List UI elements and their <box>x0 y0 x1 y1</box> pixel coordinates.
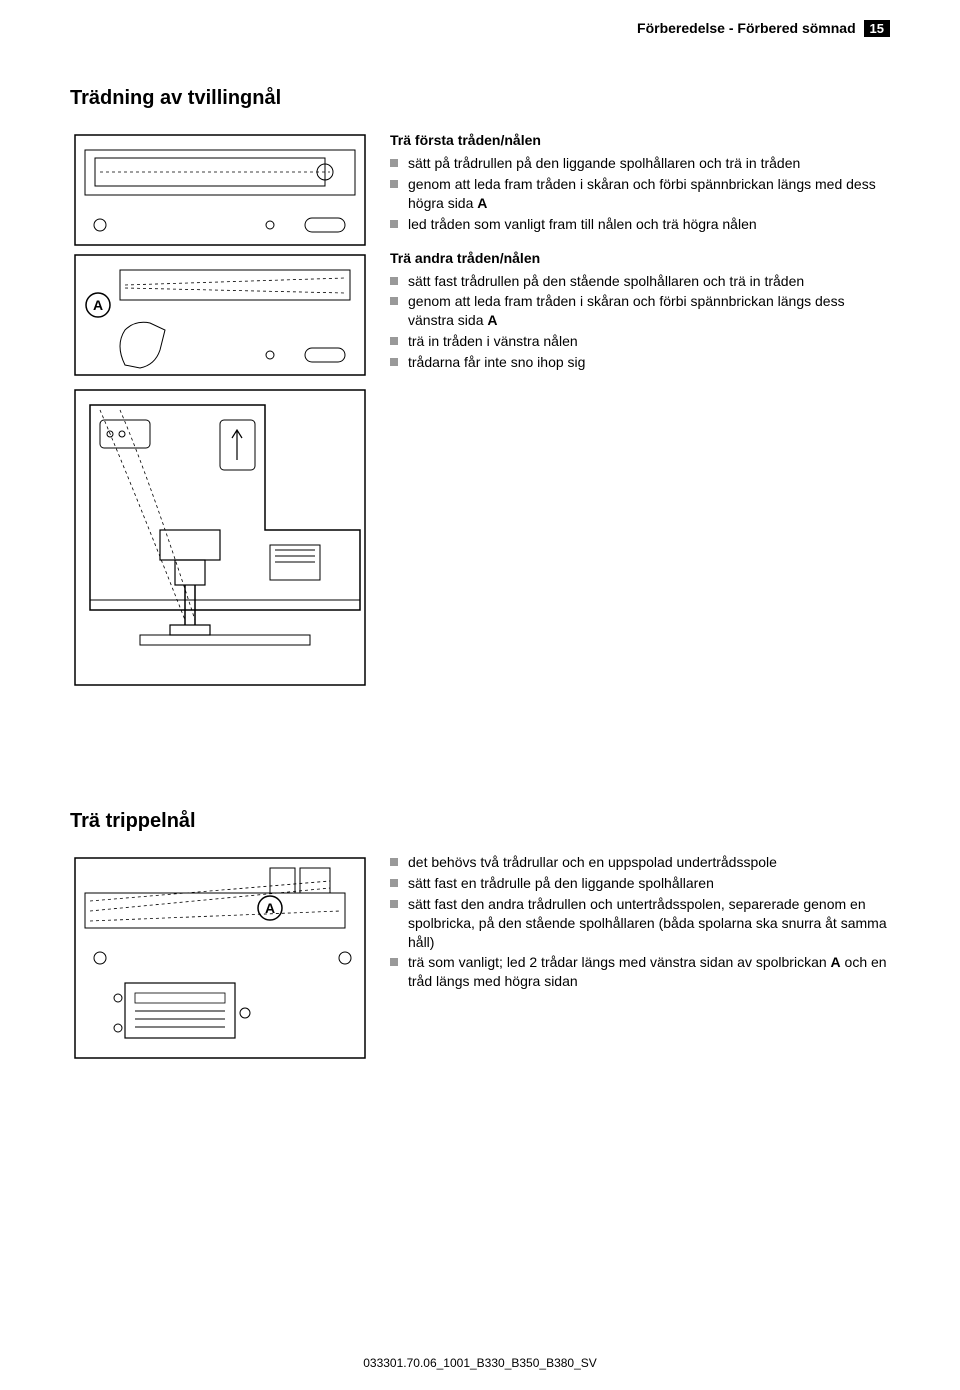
illustration-twin-needle: A <box>70 130 370 690</box>
bullet-item: sätt fast den andra trådrullen och unter… <box>390 895 890 952</box>
text-col-2: det behövs två trådrullar och en uppspol… <box>390 853 890 1063</box>
illustration-triple-needle: A <box>70 853 370 1063</box>
illustration-col-1: A <box>70 130 370 690</box>
section-triple-needle: Trä trippelnål A <box>70 810 890 1063</box>
footer-code: 033301.70.06_1001_B330_B350_B380_SV <box>0 1356 960 1370</box>
bullet-item: genom att leda fram tråden i skåran och … <box>390 175 890 213</box>
breadcrumb: Förberedelse - Förbered sömnad <box>637 20 856 36</box>
bullet-item: det behövs två trådrullar och en uppspol… <box>390 853 890 872</box>
section-title-triple: Trä trippelnål <box>70 810 890 833</box>
bullet-item: trä som vanligt; led 2 trådar längs med … <box>390 953 890 991</box>
sub-heading-first-thread: Trä första tråden/nålen <box>390 132 890 148</box>
bullet-item: trä in tråden i vänstra nålen <box>390 332 890 351</box>
sub-heading-second-thread: Trä andra tråden/nålen <box>390 250 890 266</box>
bullet-list-triple: det behövs två trådrullar och en uppspol… <box>390 853 890 991</box>
bullet-item: sätt på trådrullen på den liggande spolh… <box>390 154 890 173</box>
bullet-item: trådarna får inte sno ihop sig <box>390 353 890 372</box>
bullet-item: genom att leda fram tråden i skåran och … <box>390 292 890 330</box>
bullet-item: sätt fast en trådrulle på den liggande s… <box>390 874 890 893</box>
bullet-item: sätt fast trådrullen på den stående spol… <box>390 272 890 291</box>
section2-row: A det behövs två trådrul <box>70 853 890 1063</box>
page-header: Förberedelse - Förbered sömnad 15 <box>70 20 890 37</box>
section-title-twin: Trädning av tvillingnål <box>70 87 890 110</box>
illustration-col-2: A <box>70 853 370 1063</box>
section1-row: A <box>70 130 890 690</box>
bullet-item: led tråden som vanligt fram till nålen o… <box>390 215 890 234</box>
page-number-badge: 15 <box>864 20 890 37</box>
bullet-list-first-thread: sätt på trådrullen på den liggande spolh… <box>390 154 890 234</box>
bullet-list-second-thread: sätt fast trådrullen på den stående spol… <box>390 272 890 372</box>
text-col-1: Trä första tråden/nålen sätt på trådrull… <box>390 130 890 690</box>
section-twin-needle: Trädning av tvillingnål A <box>70 87 890 690</box>
svg-text:A: A <box>93 297 103 313</box>
